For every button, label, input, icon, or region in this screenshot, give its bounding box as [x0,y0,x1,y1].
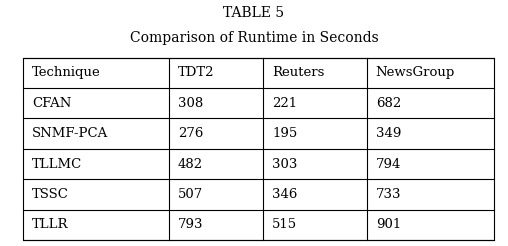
Text: Technique: Technique [32,66,101,79]
Text: 303: 303 [272,157,298,170]
Text: 515: 515 [272,218,297,231]
Text: TDT2: TDT2 [178,66,214,79]
Text: 346: 346 [272,188,298,201]
Text: TABLE 5: TABLE 5 [224,6,284,20]
Text: Reuters: Reuters [272,66,325,79]
Text: 793: 793 [178,218,204,231]
Text: SNMF-PCA: SNMF-PCA [32,127,108,140]
Text: 195: 195 [272,127,297,140]
Text: 682: 682 [376,97,401,110]
Text: TLLMC: TLLMC [32,157,82,170]
Text: 482: 482 [178,157,203,170]
Text: 794: 794 [376,157,401,170]
Text: NewsGroup: NewsGroup [376,66,455,79]
Text: Comparison of Runtime in Seconds: Comparison of Runtime in Seconds [130,31,378,45]
Bar [23,58,494,240]
Text: TSSC: TSSC [32,188,69,201]
Text: 507: 507 [178,188,203,201]
Text: 221: 221 [272,97,297,110]
Text: 901: 901 [376,218,401,231]
Text: 733: 733 [376,188,401,201]
Text: CFAN: CFAN [32,97,72,110]
Text: 349: 349 [376,127,401,140]
Text: 308: 308 [178,97,203,110]
Text: 276: 276 [178,127,203,140]
Text: TLLR: TLLR [32,218,69,231]
